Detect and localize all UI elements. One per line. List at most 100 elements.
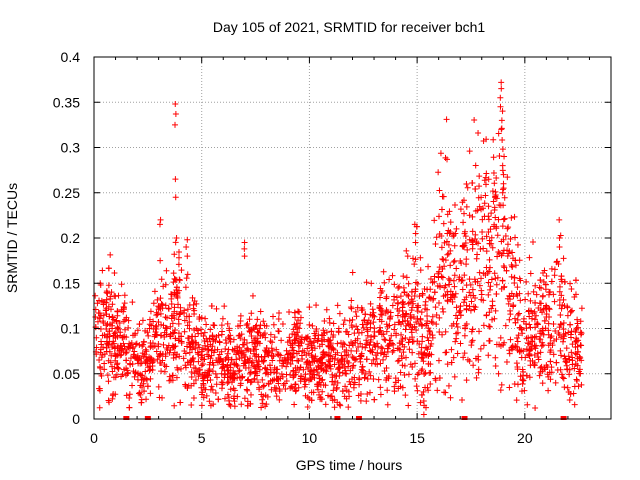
data-point [309, 354, 316, 361]
data-point [207, 355, 214, 362]
data-point [306, 304, 313, 311]
data-point [572, 328, 579, 335]
data-point [567, 308, 574, 315]
data-point [186, 325, 193, 332]
data-point [128, 340, 135, 347]
data-point [431, 289, 438, 296]
data-point [353, 356, 360, 363]
data-point [525, 334, 532, 341]
data-point [485, 176, 492, 183]
data-point [489, 302, 496, 309]
data-point [263, 323, 270, 330]
data-point [315, 372, 322, 379]
data-point [251, 350, 258, 357]
data-point [476, 328, 483, 335]
data-point [507, 307, 514, 314]
data-point [403, 274, 410, 281]
data-point [472, 231, 479, 238]
data-point [284, 339, 291, 346]
data-point [252, 335, 259, 342]
data-point [97, 281, 104, 288]
data-point [497, 103, 504, 110]
data-point [157, 310, 164, 317]
data-point [463, 256, 470, 263]
data-point [212, 389, 219, 396]
data-point [134, 357, 141, 364]
data-point [442, 154, 449, 161]
data-point [500, 171, 507, 178]
data-point [477, 246, 484, 253]
data-point [166, 349, 173, 356]
data-point [374, 340, 381, 347]
data-point [170, 270, 177, 277]
chart-title: Day 105 of 2021, SRMTID for receiver bch… [213, 19, 486, 35]
data-point [498, 125, 505, 132]
data-point [508, 290, 515, 297]
data-point [435, 213, 442, 220]
data-point [457, 303, 464, 310]
data-point [510, 302, 517, 309]
data-point [230, 360, 237, 367]
data-point [453, 304, 460, 311]
data-point [330, 320, 337, 327]
data-point [96, 356, 103, 363]
data-point [542, 281, 549, 288]
data-point [260, 383, 267, 390]
data-point [453, 335, 460, 342]
y-tick-label: 0.35 [53, 94, 80, 110]
data-point [526, 254, 533, 261]
data-point [364, 375, 371, 382]
data-point [222, 336, 229, 343]
data-point [147, 308, 154, 315]
data-point [450, 233, 457, 240]
data-point [334, 357, 341, 364]
data-point [481, 200, 488, 207]
data-point [261, 353, 268, 360]
data-point [376, 324, 383, 331]
data-point [540, 270, 547, 277]
data-point [537, 277, 544, 284]
data-point [441, 239, 448, 246]
data-point [251, 339, 258, 346]
data-point [532, 312, 539, 319]
data-point [170, 351, 177, 358]
data-point [467, 307, 474, 314]
data-point [142, 327, 149, 334]
data-point [377, 384, 384, 391]
data-point [353, 348, 360, 355]
x-axis-ticks: 0 5 10 15 20 [90, 57, 590, 446]
data-point [129, 299, 136, 306]
data-point [429, 319, 436, 326]
data-point [111, 269, 118, 276]
data-point [192, 345, 199, 352]
data-point [459, 243, 466, 250]
data-point [184, 335, 191, 342]
data-point [574, 377, 581, 384]
data-point [377, 327, 384, 334]
data-point [341, 341, 348, 348]
data-point [221, 303, 228, 310]
data-point [383, 364, 390, 371]
data-point [357, 397, 364, 404]
data-point [490, 170, 497, 177]
data-point [513, 335, 520, 342]
data-point [551, 272, 558, 279]
data-point [341, 317, 348, 324]
data-point [199, 346, 206, 353]
data-point [349, 364, 356, 371]
data-point [403, 310, 410, 317]
data-point [553, 259, 560, 266]
data-point [399, 384, 406, 391]
data-point [237, 382, 244, 389]
data-point [362, 344, 369, 351]
data-point [325, 342, 332, 349]
data-point [468, 298, 475, 305]
data-point [221, 395, 228, 402]
data-point [284, 359, 291, 366]
data-point [181, 317, 188, 324]
data-point [172, 111, 179, 118]
data-point [250, 325, 257, 332]
data-point [445, 382, 452, 389]
data-point [429, 313, 436, 320]
data-point [110, 332, 117, 339]
